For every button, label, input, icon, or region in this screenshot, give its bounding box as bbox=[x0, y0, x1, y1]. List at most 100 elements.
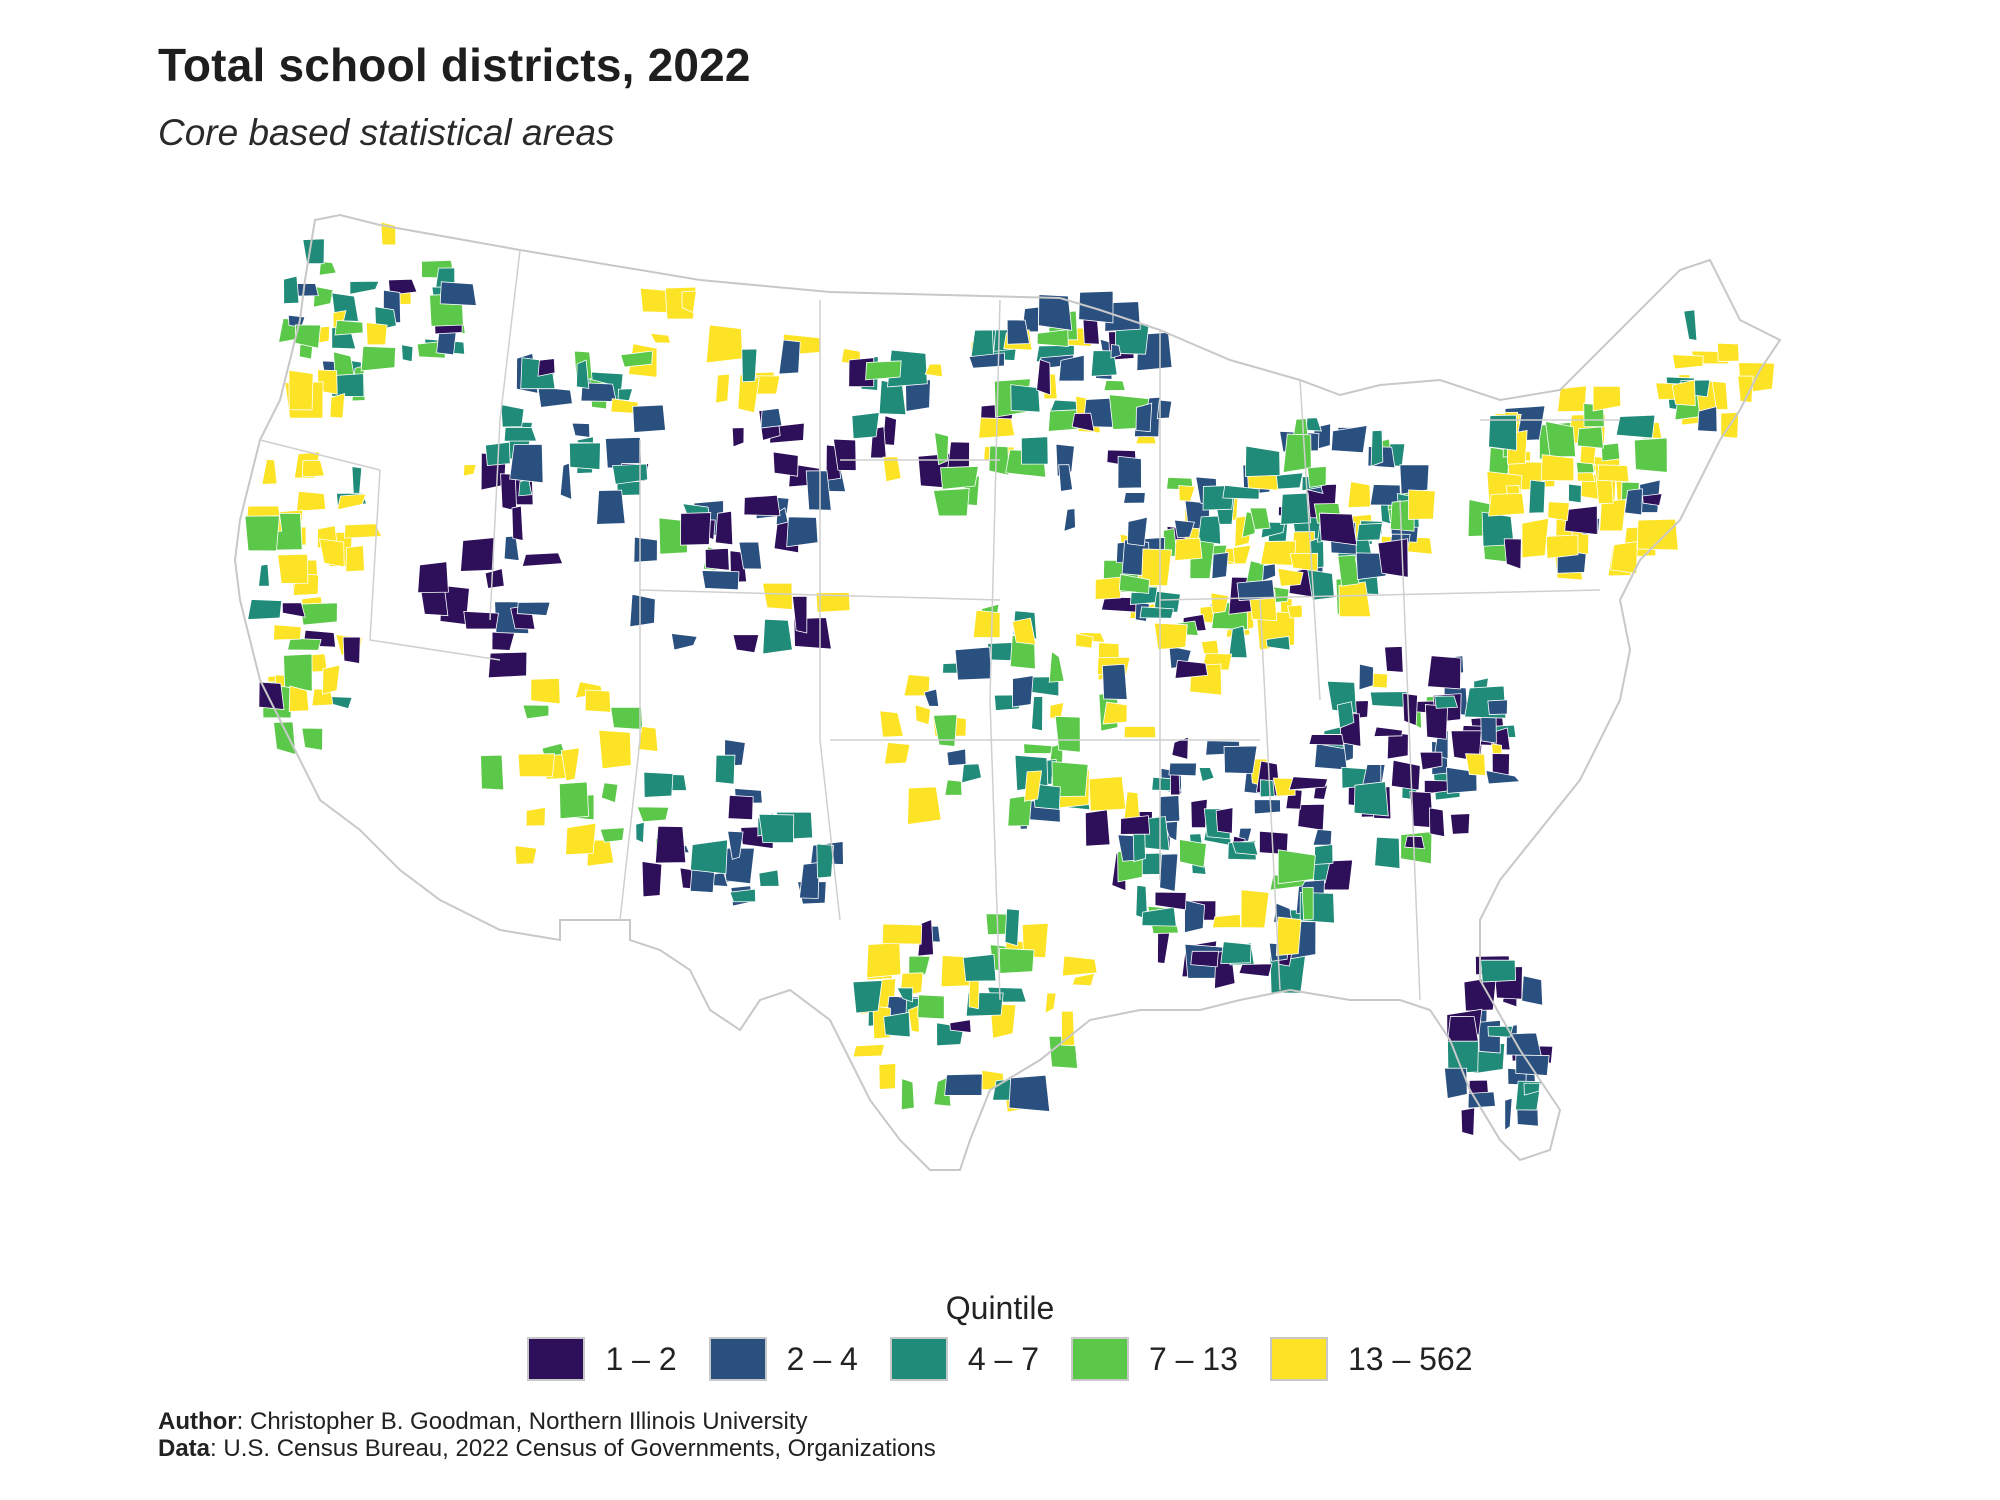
legend-items: 1 – 2 2 – 4 4 – 7 7 – 13 13 – 562 bbox=[0, 1337, 2000, 1381]
cbsa-region bbox=[1358, 663, 1374, 691]
cbsa-region bbox=[277, 553, 309, 584]
cbsa-region bbox=[1265, 635, 1291, 651]
cbsa-region bbox=[600, 782, 619, 804]
cbsa-region bbox=[599, 827, 625, 843]
cbsa-region bbox=[851, 412, 880, 440]
cbsa-region bbox=[1262, 563, 1276, 582]
cbsa-region bbox=[714, 754, 736, 785]
cbsa-region bbox=[1159, 853, 1179, 892]
cbsa-region bbox=[907, 786, 942, 826]
cbsa-region bbox=[537, 358, 556, 377]
cbsa-region bbox=[336, 493, 367, 511]
cbsa-region bbox=[629, 593, 656, 628]
cbsa-region bbox=[1313, 844, 1334, 865]
cbsa-region bbox=[954, 646, 992, 681]
cbsa-region bbox=[480, 754, 505, 791]
cbsa-region bbox=[349, 280, 380, 295]
cbsa-region bbox=[681, 290, 697, 314]
cbsa-region bbox=[571, 422, 591, 438]
cbsa-region bbox=[1031, 696, 1044, 732]
cbsa-region bbox=[417, 561, 449, 594]
cbsa-region bbox=[1174, 659, 1209, 679]
cbsa-region bbox=[299, 602, 338, 626]
cbsa-region bbox=[1126, 516, 1148, 547]
cbsa-region bbox=[1211, 551, 1229, 580]
cbsa-region bbox=[1075, 633, 1094, 649]
cbsa-region bbox=[1044, 992, 1057, 1014]
cbsa-region bbox=[1049, 701, 1065, 719]
cbsa-region bbox=[1404, 835, 1425, 850]
cbsa-region bbox=[1071, 972, 1096, 987]
cbsa-region bbox=[727, 830, 744, 860]
cbsa-region bbox=[1610, 541, 1638, 574]
cbsa-region bbox=[643, 771, 674, 798]
cbsa-region bbox=[1023, 743, 1054, 754]
cbsa-region bbox=[1301, 886, 1314, 921]
cbsa-region bbox=[962, 953, 997, 982]
cbsa-region bbox=[762, 582, 793, 610]
cbsa-region bbox=[596, 489, 626, 525]
cbsa-region bbox=[1547, 501, 1570, 522]
cbsa-region bbox=[1369, 691, 1409, 708]
cbsa-region bbox=[760, 407, 783, 429]
cbsa-region bbox=[484, 568, 505, 589]
cbsa-region bbox=[1282, 433, 1312, 474]
map-title: Total school districts, 2022 bbox=[158, 39, 751, 91]
cbsa-region bbox=[598, 729, 632, 770]
cbsa-region bbox=[865, 360, 902, 381]
legend-label-1: 1 – 2 bbox=[605, 1340, 677, 1377]
cbsa-region bbox=[1220, 941, 1252, 965]
cbsa-regions bbox=[244, 221, 1776, 1137]
cbsa-region bbox=[283, 653, 313, 692]
cbsa-region bbox=[636, 806, 670, 823]
cbsa-region bbox=[1447, 1016, 1479, 1042]
cbsa-region bbox=[1408, 489, 1436, 520]
cbsa-region bbox=[1058, 464, 1074, 492]
cbsa-region bbox=[487, 651, 528, 679]
cbsa-region bbox=[558, 781, 590, 820]
cbsa-region bbox=[1557, 385, 1587, 413]
cbsa-region bbox=[569, 442, 601, 470]
cbsa-region bbox=[500, 404, 525, 428]
cbsa-region bbox=[1545, 534, 1579, 559]
cbsa-region bbox=[1036, 329, 1069, 347]
cbsa-region bbox=[1347, 481, 1372, 509]
cbsa-region bbox=[401, 344, 414, 363]
cbsa-region bbox=[881, 923, 923, 945]
cbsa-region bbox=[288, 685, 310, 712]
cbsa-region bbox=[923, 688, 940, 707]
cbsa-region bbox=[917, 994, 945, 1020]
cbsa-region bbox=[620, 350, 654, 368]
cbsa-region bbox=[689, 839, 728, 875]
cbsa-region bbox=[635, 821, 645, 844]
cbsa-region bbox=[1287, 604, 1303, 619]
legend: Quintile 1 – 2 2 – 4 4 – 7 7 – 13 13 – 562 bbox=[0, 1290, 2000, 1381]
cbsa-region bbox=[1038, 294, 1073, 331]
cbsa-region bbox=[637, 726, 659, 752]
cbsa-region bbox=[972, 609, 1001, 639]
cbsa-region bbox=[968, 352, 1005, 369]
data-label: Data bbox=[158, 1435, 211, 1462]
cbsa-region bbox=[1564, 505, 1598, 536]
cbsa-region bbox=[559, 462, 573, 501]
cbsa-region bbox=[1021, 922, 1049, 959]
cbsa-region bbox=[1307, 569, 1335, 601]
cbsa-region bbox=[1419, 751, 1443, 771]
cbsa-region bbox=[1488, 414, 1518, 451]
cbsa-region bbox=[584, 689, 612, 713]
cbsa-region bbox=[1683, 309, 1698, 341]
cbsa-region bbox=[961, 763, 982, 784]
cbsa-region bbox=[503, 426, 538, 442]
cbsa-region bbox=[1402, 692, 1418, 727]
cbsa-region bbox=[732, 634, 760, 654]
author-text: : Christopher B. Goodman, Northern Illin… bbox=[236, 1408, 808, 1435]
cbsa-region bbox=[1071, 412, 1095, 432]
legend-label-5: 13 – 562 bbox=[1347, 1340, 1473, 1377]
us-state-outline bbox=[233, 213, 1782, 1171]
cbsa-region bbox=[521, 552, 564, 567]
cbsa-region bbox=[940, 465, 979, 490]
cbsa-region bbox=[815, 592, 851, 613]
cbsa-region bbox=[1485, 770, 1521, 785]
cbsa-region bbox=[1280, 492, 1311, 525]
cbsa-region bbox=[1717, 342, 1740, 362]
